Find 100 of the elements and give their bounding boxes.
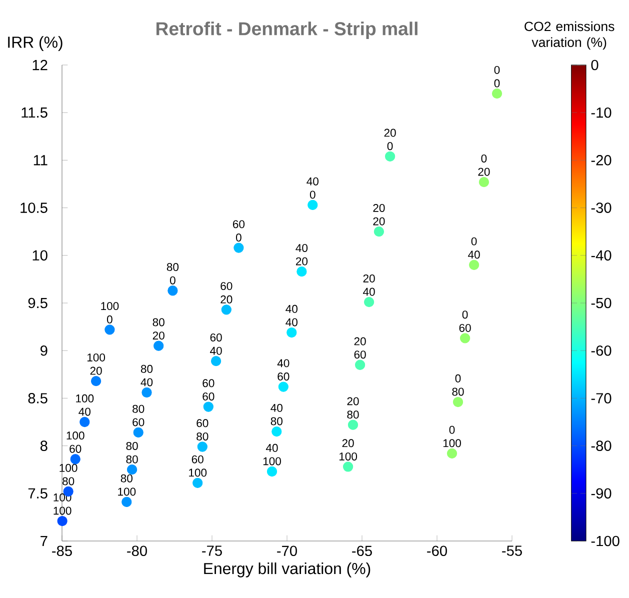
chart-title: Retrofit - Denmark - Strip mall [156, 22, 418, 39]
point [374, 226, 384, 237]
x-tick-label: -70 [277, 546, 297, 556]
annotation: 100 [54, 506, 72, 515]
point [446, 448, 458, 458]
annotation: 20 [347, 397, 359, 406]
point [342, 462, 354, 472]
annotation: 100 [118, 488, 136, 496]
annotation: 100 [339, 452, 358, 460]
point [272, 426, 282, 437]
annotation: 60 [196, 419, 208, 428]
point [468, 260, 480, 270]
point [286, 327, 297, 338]
annotation: 80 [126, 455, 138, 464]
annotation: 100 [66, 432, 84, 440]
annotation: 40 [270, 404, 282, 412]
y-tick-label: 9.5 [28, 298, 48, 308]
y-tick-label: 8 [40, 440, 48, 451]
annotation: 0 [387, 142, 393, 150]
color-bar-label: -80 [591, 440, 612, 451]
annotation: 60 [220, 282, 232, 290]
y-tick-label: 10.5 [20, 202, 48, 213]
point [142, 387, 152, 398]
annotation: 100 [101, 302, 119, 310]
annotation: 20 [152, 332, 164, 340]
annotation: 20 [363, 274, 375, 282]
annotation: 40 [363, 288, 375, 296]
color-bar-label: -50 [591, 298, 612, 308]
point [221, 304, 232, 315]
annotation: 20 [373, 204, 385, 212]
annotation: 0 [471, 237, 477, 246]
color-bar-label: -10 [591, 107, 612, 118]
point [168, 286, 178, 296]
annotation: 80 [270, 417, 282, 426]
annotation: 80 [126, 442, 138, 450]
point [384, 151, 396, 162]
point [234, 242, 244, 253]
annotation: 80 [347, 410, 359, 419]
annotation: 60 [278, 372, 290, 381]
annotation: 20 [478, 168, 490, 176]
annotation: 80 [452, 388, 464, 396]
annotation: 60 [210, 333, 222, 342]
y-tick-label: 11 [34, 155, 48, 166]
point [122, 496, 132, 508]
annotation: 60 [233, 220, 245, 228]
annotation: 0 [481, 154, 487, 162]
color-bar-label: -70 [591, 393, 612, 404]
annotation: 60 [459, 324, 471, 332]
annotation: 0 [449, 426, 455, 434]
annotation: 80 [166, 263, 179, 272]
color-bar-label: -60 [591, 345, 612, 356]
annotation: 100 [189, 468, 207, 477]
annotation: 80 [62, 477, 74, 486]
x-tick-label: -80 [127, 546, 147, 556]
annotation: 20 [342, 439, 354, 448]
color-bar-label: -90 [591, 488, 612, 499]
annotation: 60 [192, 455, 204, 464]
x-axis-title: Energy bill variation (%) [204, 562, 370, 578]
annotation: 0 [170, 276, 176, 284]
point [308, 200, 318, 210]
annotation: 100 [76, 394, 94, 402]
point [296, 266, 307, 277]
annotation: 40 [286, 304, 298, 313]
annotation: 100 [263, 457, 281, 466]
color-bar-label: 0 [591, 60, 598, 70]
annotation: 100 [87, 353, 106, 362]
point [492, 88, 502, 99]
point [192, 478, 203, 488]
x-tick-label: -55 [502, 546, 522, 556]
point [104, 324, 115, 335]
y-tick-label: 7.5 [28, 488, 48, 498]
annotation: 0 [310, 190, 316, 199]
point [197, 442, 208, 452]
annotation: 0 [494, 79, 500, 88]
annotation: 80 [152, 318, 164, 326]
point [70, 454, 80, 464]
annotation: 60 [132, 418, 144, 426]
point [154, 340, 164, 351]
annotation: 0 [455, 374, 461, 382]
annotation: 20 [90, 366, 102, 375]
annotation: 60 [202, 392, 214, 400]
x-tick-label: -85 [52, 546, 72, 556]
annotation: 60 [354, 350, 366, 359]
y-tick-label: 11.5 [22, 108, 48, 118]
point [460, 333, 470, 344]
point [452, 396, 464, 408]
point [266, 466, 278, 477]
y-tick-label: 10 [32, 250, 48, 261]
x-tick-label: -60 [427, 546, 447, 556]
y-tick-label: 8.5 [28, 393, 48, 404]
x-tick-label: -75 [202, 546, 222, 556]
annotation: 20 [354, 337, 366, 346]
point [348, 420, 358, 430]
annotation: 100 [443, 439, 461, 448]
point [364, 296, 374, 308]
annotation: 0 [106, 315, 112, 324]
annotation: 40 [140, 378, 153, 386]
y-axis-title: IRR (%) [8, 36, 62, 51]
annotation: 40 [468, 250, 480, 259]
point [354, 360, 366, 370]
